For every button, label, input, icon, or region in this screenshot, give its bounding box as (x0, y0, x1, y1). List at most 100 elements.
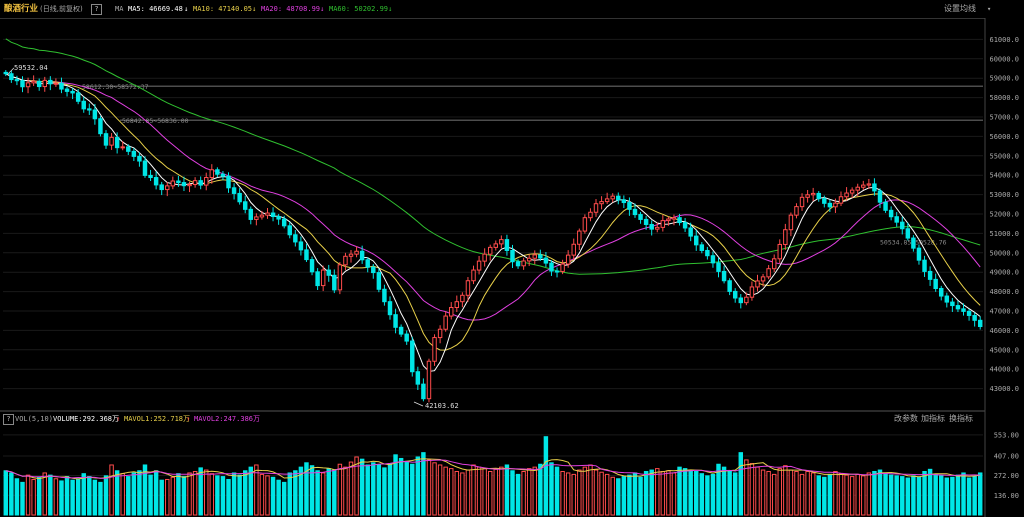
volume-bar (343, 466, 348, 516)
candle-body (961, 308, 966, 312)
candle-body (59, 82, 64, 90)
volume-bar (126, 476, 131, 516)
volume-bar (120, 473, 125, 516)
candle-body (939, 287, 944, 297)
volume-bar (437, 464, 443, 516)
price-tick-label: 43000.0 (989, 385, 1019, 393)
candle-body (649, 223, 654, 230)
candle-body (655, 226, 660, 230)
volume-bar (493, 468, 499, 516)
candle-body (187, 184, 192, 187)
candle-body (721, 270, 727, 282)
candle-body (465, 280, 471, 296)
volume-bar (131, 472, 137, 516)
volume-bar (92, 479, 98, 516)
volume-bar (220, 476, 226, 516)
volume-bar (25, 474, 31, 516)
candle-body (944, 295, 950, 303)
volume-bar (432, 462, 437, 516)
candle-body (716, 262, 721, 272)
price-tick-label: 45000.0 (989, 346, 1019, 354)
ma-label: MA (115, 5, 124, 13)
candle-body (382, 288, 387, 303)
candle-body (270, 212, 276, 218)
candle-body (694, 235, 699, 246)
candle-body (153, 177, 159, 186)
volume-bar (961, 472, 966, 516)
volume-bar (142, 464, 148, 516)
volume-bar (883, 472, 888, 516)
candle-body (499, 239, 504, 245)
candle-body (326, 269, 331, 276)
volume-bar (755, 466, 760, 516)
switch-indicator-button[interactable]: 换指标 (949, 414, 973, 423)
candle-body (209, 169, 215, 179)
candle-body (632, 208, 638, 216)
volume-bar (449, 468, 454, 516)
ma-settings-button[interactable]: 设置均线 (944, 4, 976, 13)
add-indicator-button[interactable]: 加指标 (921, 414, 945, 423)
volume-bar (627, 474, 632, 516)
price-tick-label: 46000.0 (989, 327, 1019, 335)
help-button[interactable]: ? (3, 414, 14, 425)
candle-body (905, 228, 911, 239)
candle-body (638, 214, 643, 220)
candle-body (410, 340, 415, 373)
candle-body (922, 259, 927, 272)
volume-tick-label: 407.00 (994, 452, 1019, 460)
resistance-label: 58612.30~58572.37 (82, 83, 149, 91)
volume-bar (543, 436, 549, 516)
volume-bar (410, 463, 415, 516)
candle-body (933, 278, 938, 289)
candle-body (3, 71, 9, 75)
volume-bar (660, 471, 666, 516)
edit-params-button[interactable]: 改参数 (894, 414, 918, 423)
volume-bar (894, 475, 899, 516)
candle-body (226, 175, 231, 189)
candle-body (816, 192, 821, 200)
volume-bar (799, 473, 805, 516)
high-pointer (7, 67, 15, 75)
chevron-down-icon[interactable]: ▾ (987, 5, 992, 13)
candle-body (53, 82, 59, 85)
price-tick-label: 59000.0 (989, 75, 1019, 83)
candle-body (348, 253, 354, 257)
candle-body (599, 201, 604, 205)
volume-bar (905, 477, 911, 516)
candle-body (298, 241, 304, 251)
volume-bar (510, 470, 515, 516)
volume-bar (304, 462, 309, 516)
price-tick-label: 61000.0 (989, 36, 1019, 44)
candle-body (844, 192, 849, 198)
volume-bar (877, 469, 883, 516)
volume-bar (281, 481, 287, 516)
volume-bar (721, 466, 727, 516)
candle-body (443, 315, 448, 330)
candle-body (215, 169, 220, 175)
candle-body (593, 203, 599, 213)
volume-bar (783, 465, 788, 516)
period-label: (日线,前复权) (40, 5, 83, 13)
volume-bar (805, 471, 810, 516)
volume-bar (153, 470, 159, 516)
volume-bar (688, 469, 693, 516)
price-tick-label: 50000.0 (989, 249, 1019, 257)
volume-bar (270, 476, 276, 516)
volume-bar (287, 472, 292, 516)
volume-arrow-icon: ↑ (116, 415, 121, 423)
candle-body (977, 319, 983, 328)
candle-body (900, 221, 905, 230)
help-button[interactable]: ? (91, 4, 102, 15)
candle-body (137, 155, 142, 162)
candle-body (231, 187, 237, 194)
volume-bar (682, 468, 688, 516)
candle-body (281, 218, 287, 227)
candle-body (515, 261, 521, 267)
volume-bar (209, 473, 215, 516)
candle-body (460, 294, 465, 303)
candle-body (159, 184, 164, 191)
low-label: 42103.62 (425, 402, 459, 410)
price-tick-label: 48000.0 (989, 288, 1019, 296)
candle-body (170, 180, 176, 187)
volume-bar (460, 472, 465, 516)
